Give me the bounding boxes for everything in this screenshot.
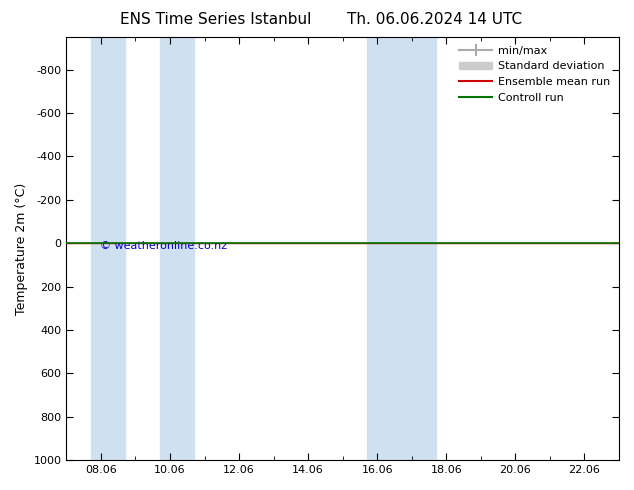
Bar (160, 37, 194, 460)
Legend: min/max, Standard deviation, Ensemble mean run, Controll run: min/max, Standard deviation, Ensemble me… (456, 43, 614, 106)
Bar (91, 37, 125, 460)
Text: ENS Time Series Istanbul: ENS Time Series Istanbul (120, 12, 311, 27)
Bar (367, 37, 401, 460)
Bar (401, 37, 436, 460)
Text: Th. 06.06.2024 14 UTC: Th. 06.06.2024 14 UTC (347, 12, 522, 27)
Y-axis label: Temperature 2m (°C): Temperature 2m (°C) (15, 182, 28, 315)
Text: © weatheronline.co.nz: © weatheronline.co.nz (100, 242, 227, 251)
